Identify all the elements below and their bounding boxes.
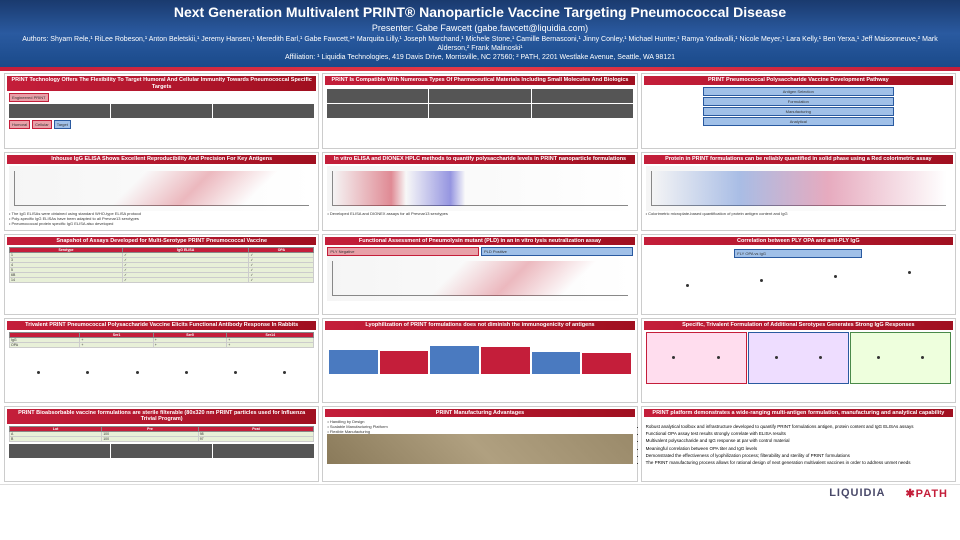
conclusion-list: Robust analytical toolbox and infrastruc… <box>644 422 953 470</box>
assay-table: SerotypeIgG ELISAOPA 1✓✓ 3✓✓ 4✓✓ 5✓✓ 6B✓… <box>9 247 314 283</box>
panel-title: PRINT Is Compatible With Numerous Types … <box>325 76 634 85</box>
panel-title: PRINT Technology Offers The Flexibility … <box>7 76 316 91</box>
filter-table: LotPrePost A10098 B10097 <box>9 426 314 442</box>
path-logo: ✱PATH <box>905 487 948 500</box>
panel-title: Trivalent PRINT Pneumococcal Polysacchar… <box>7 321 316 330</box>
panel-trivalent-rabbits: Trivalent PRINT Pneumococcal Polysacchar… <box>4 318 319 403</box>
panel-title: Specific, Trivalent Formulation of Addit… <box>644 321 953 330</box>
poster-header: Next Generation Multivalent PRINT® Nanop… <box>0 0 960 67</box>
panel-pathway: PRINT Pneumococcal Polysaccharide Vaccin… <box>641 73 956 149</box>
panel-title: Correlation between PLY OPA and anti-PLY… <box>644 237 953 246</box>
panel-title: In vitro ELISA and DIONEX HPLC methods t… <box>325 155 634 164</box>
hplc-chromatogram <box>327 166 632 211</box>
presenter-line: Presenter: Gabe Fawcett (gabe.fawcett@li… <box>8 23 952 33</box>
response-dots <box>9 348 314 398</box>
scatter-plot <box>646 260 951 310</box>
colorimetric-chart <box>646 166 951 211</box>
panel-title: Snapshot of Assays Developed for Multi-S… <box>7 237 316 246</box>
panel-elisa-repro: Inhouse IgG ELISA Shows Excellent Reprod… <box>4 152 319 231</box>
panel-filterable: PRINT Bioabsorbable vaccine formulations… <box>4 406 319 482</box>
panel-conclusions: PRINT platform demonstrates a wide-rangi… <box>641 406 956 482</box>
flowchart: Antigen Selection Formulation Manufactur… <box>644 85 953 128</box>
tag-box: Engineered PRINT <box>9 93 49 102</box>
affiliation-line: Affiliation: ¹ Liquidia Technologies, 41… <box>8 54 952 61</box>
sem-micrographs <box>9 104 314 118</box>
neutralization-chart <box>327 256 632 301</box>
poster-title: Next Generation Multivalent PRINT® Nanop… <box>8 4 952 21</box>
panel-assay-snapshot: Snapshot of Assays Developed for Multi-S… <box>4 234 319 316</box>
panel-lyophilization: Lyophilization of PRINT formulations doe… <box>322 318 637 403</box>
panel-hplc: In vitro ELISA and DIONEX HPLC methods t… <box>322 152 637 231</box>
panel-title: PRINT Manufacturing Advantages <box>325 409 634 418</box>
panel-compatibility: PRINT Is Compatible With Numerous Types … <box>322 73 637 149</box>
elisa-curves-chart <box>9 166 314 211</box>
panel-correlation: Correlation between PLY OPA and anti-PLY… <box>641 234 956 316</box>
equipment-photo <box>327 434 632 464</box>
poster-grid: PRINT Technology Offers The Flexibility … <box>0 67 960 484</box>
panel-title: Lyophilization of PRINT formulations doe… <box>325 321 634 330</box>
panel-protein-assay: Protein in PRINT formulations can be rel… <box>641 152 956 231</box>
panel-title: PRINT platform demonstrates a wide-rangi… <box>644 409 953 418</box>
liquidia-logo: LIQUIDIA <box>829 487 885 500</box>
lyo-bar-chart <box>327 332 632 376</box>
panel-manufacturing: PRINT Manufacturing Advantages • Handlin… <box>322 406 637 482</box>
panel-pld-assay: Functional Assessment of Pneumolysin mut… <box>322 234 637 316</box>
panel-title: Functional Assessment of Pneumolysin mut… <box>325 237 634 246</box>
authors-line: Authors: Shyam Rele,¹ RiLee Robeson,¹ An… <box>8 35 952 53</box>
panel-technology: PRINT Technology Offers The Flexibility … <box>4 73 319 149</box>
poster-footer: LIQUIDIA ✱PATH <box>0 484 960 502</box>
panel-title: PRINT Bioabsorbable vaccine formulations… <box>7 409 316 424</box>
panel-additional-serotypes: Specific, Trivalent Formulation of Addit… <box>641 318 956 403</box>
antibody-table: Ser1Ser5Ser14 IgG+++ OPA+++ <box>9 332 314 348</box>
panel-title: Inhouse IgG ELISA Shows Excellent Reprod… <box>7 155 316 164</box>
panel-title: Protein in PRINT formulations can be rel… <box>644 155 953 164</box>
panel-title: PRINT Pneumococcal Polysaccharide Vaccin… <box>644 76 953 85</box>
